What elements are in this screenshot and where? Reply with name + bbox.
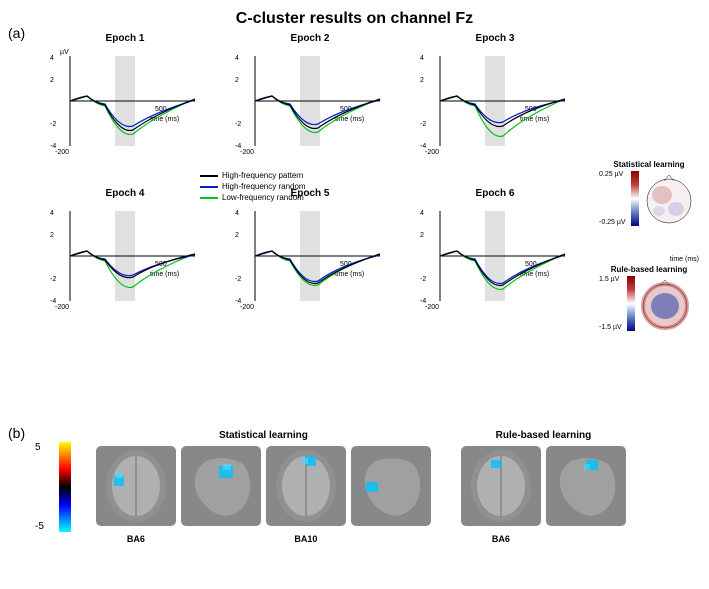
svg-text:-2: -2 [420, 121, 426, 128]
topomap-head-icon [640, 276, 690, 331]
colorbar-max: 0.25 µV [599, 171, 626, 178]
legend-swatch [200, 186, 218, 188]
brain-sagittal-icon [546, 446, 626, 526]
legend: High-frequency pattern High-frequency ra… [200, 170, 306, 203]
colorbar-icon [627, 276, 635, 331]
svg-text:µV: µV [60, 49, 69, 56]
time-label-right: time (ms) [599, 256, 699, 263]
epoch-panel-3: Epoch 3 4 2 -2 -4 -200 500 time (ms) [415, 33, 575, 173]
brain-section-title: Statistical learning [219, 430, 308, 441]
svg-text:-2: -2 [50, 121, 56, 128]
erp-chart-4: 4 2 -2 -4 -200 500 time (ms) [45, 201, 200, 311]
epoch-title: Epoch 6 [415, 188, 575, 199]
svg-text:2: 2 [235, 232, 239, 239]
legend-swatch [200, 175, 218, 177]
svg-text:-2: -2 [235, 121, 241, 128]
legend-swatch [200, 197, 218, 199]
svg-text:4: 4 [50, 210, 54, 217]
brain-cb-max: 5 [35, 442, 44, 453]
topomap-stat-learning: Statistical learning 0.25 µV -0.25 µV [599, 160, 699, 226]
epoch-panel-4: Epoch 4 4 2 -2 -4 -200 500 time (ms) [45, 188, 205, 328]
svg-text:-200: -200 [425, 304, 439, 311]
legend-label: High-frequency random [222, 181, 306, 192]
epoch-title: Epoch 4 [45, 188, 205, 199]
epoch-panel-2: Epoch 2 4 2 -2 -4 -200 500 time (ms) [230, 33, 390, 173]
legend-label: High-frequency pattern [222, 170, 303, 181]
erp-chart-1: 4 2 -2 -4 µV -200 500 time (ms) [45, 46, 200, 156]
epoch-panel-6: Epoch 6 4 2 -2 -4 -200 500 time (ms) [415, 188, 575, 328]
svg-text:4: 4 [420, 210, 424, 217]
epoch-panel-5: Epoch 5 4 2 -2 -4 -200 500 time (ms) [230, 188, 390, 328]
svg-text:4: 4 [235, 55, 239, 62]
svg-text:-200: -200 [240, 304, 254, 311]
epoch-title: Epoch 3 [415, 33, 575, 44]
svg-text:2: 2 [50, 232, 54, 239]
topomap-head-icon [644, 171, 694, 226]
brain-sagittal-icon [181, 446, 261, 526]
svg-text:-2: -2 [235, 276, 241, 283]
brain-axial-icon [96, 446, 176, 526]
colorbar-icon [631, 171, 639, 226]
brain-region-label: BA10 [266, 534, 346, 544]
brain-section-title: Rule-based learning [496, 430, 592, 441]
svg-text:-200: -200 [425, 149, 439, 156]
topomaps: Statistical learning 0.25 µV -0.25 µV [599, 160, 699, 361]
brain-region-label: BA6 [96, 534, 176, 544]
legend-item: Low-frequency random [200, 192, 306, 203]
svg-text:-2: -2 [420, 276, 426, 283]
brain-sagittal-icon [351, 446, 431, 526]
svg-text:2: 2 [235, 77, 239, 84]
svg-text:4: 4 [235, 210, 239, 217]
erp-chart-3: 4 2 -2 -4 -200 500 time (ms) [415, 46, 570, 156]
svg-text:2: 2 [420, 77, 424, 84]
main-title: C-cluster results on channel Fz [10, 10, 699, 28]
legend-item: High-frequency random [200, 181, 306, 192]
topomap-rule-learning: Rule-based learning 1.5 µV -1.5 µV [599, 265, 699, 331]
erp-chart-5: 4 2 -2 -4 -200 500 time (ms) [230, 201, 385, 311]
erp-chart-6: 4 2 -2 -4 -200 500 time (ms) [415, 201, 570, 311]
svg-text:time (ms): time (ms) [335, 271, 364, 278]
legend-item: High-frequency pattern [200, 170, 306, 181]
brain-region-label: BA6 [461, 534, 541, 544]
brain-section-stat: Statistical learning BA6 [96, 430, 431, 544]
epoch-panel-1: Epoch 1 4 2 -2 -4 µV -200 500 time (ms) [45, 33, 205, 173]
epoch-title: Epoch 2 [230, 33, 390, 44]
panel-a-label: (a) [8, 25, 25, 41]
brain-axial-icon [461, 446, 541, 526]
topomap-title: Rule-based learning [599, 265, 699, 274]
brain-section-rule: Rule-based learning BA6 [461, 430, 626, 544]
brain-colorbar-icon [59, 442, 71, 532]
legend-label: Low-frequency random [222, 192, 304, 203]
svg-text:2: 2 [420, 232, 424, 239]
svg-text:-200: -200 [240, 149, 254, 156]
panel-b: 5 -5 Statistical learning [10, 430, 700, 544]
colorbar-min: -1.5 µV [599, 324, 622, 331]
svg-text:-200: -200 [55, 149, 69, 156]
svg-text:4: 4 [50, 55, 54, 62]
svg-text:2: 2 [50, 77, 54, 84]
epoch-title: Epoch 1 [45, 33, 205, 44]
svg-text:-2: -2 [50, 276, 56, 283]
svg-text:4: 4 [420, 55, 424, 62]
erp-chart-2: 4 2 -2 -4 -200 500 time (ms) [230, 46, 385, 156]
topomap-title: Statistical learning [599, 160, 699, 169]
colorbar-max: 1.5 µV [599, 276, 622, 283]
brain-axial-icon [266, 446, 346, 526]
svg-text:-200: -200 [55, 304, 69, 311]
brain-cb-min: -5 [35, 521, 44, 532]
colorbar-min: -0.25 µV [599, 219, 626, 226]
